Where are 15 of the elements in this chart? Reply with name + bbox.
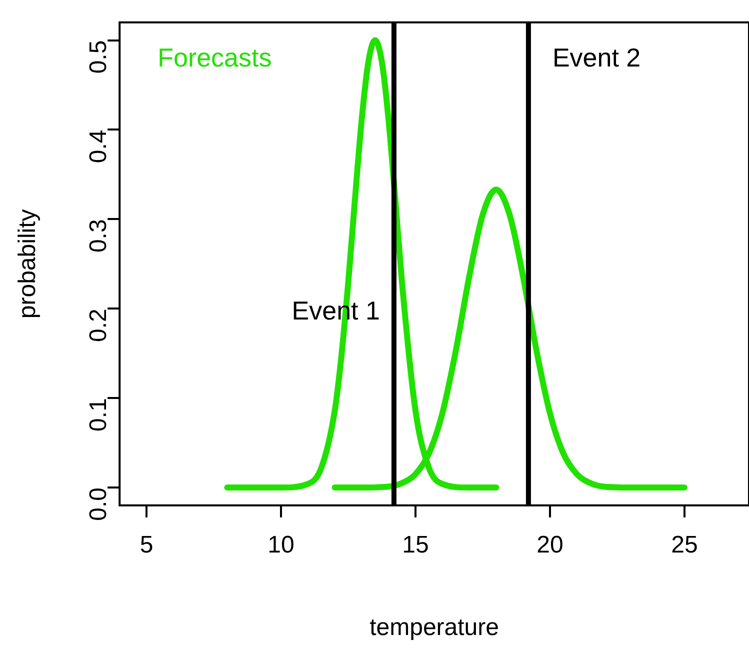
y-axis-title: probability bbox=[14, 209, 42, 319]
y-tick-label: 0.2 bbox=[85, 308, 112, 342]
x-tick-label: 5 bbox=[140, 531, 154, 558]
y-tick-label: 0.1 bbox=[85, 398, 112, 432]
y-tick-label: 0.0 bbox=[85, 488, 112, 521]
annotation: Forecasts bbox=[158, 42, 272, 73]
y-tick-label: 0.3 bbox=[85, 219, 112, 253]
x-tick-label: 25 bbox=[671, 531, 698, 558]
x-tick-label: 10 bbox=[268, 531, 294, 558]
ref-line-label: Event 2 bbox=[552, 42, 641, 73]
y-tick-label: 0.5 bbox=[85, 40, 112, 74]
y-tick-label: 0.4 bbox=[85, 130, 112, 164]
x-tick-label: 20 bbox=[536, 531, 564, 558]
x-axis-title: temperature bbox=[370, 614, 500, 642]
x-tick-label: 15 bbox=[402, 531, 429, 558]
